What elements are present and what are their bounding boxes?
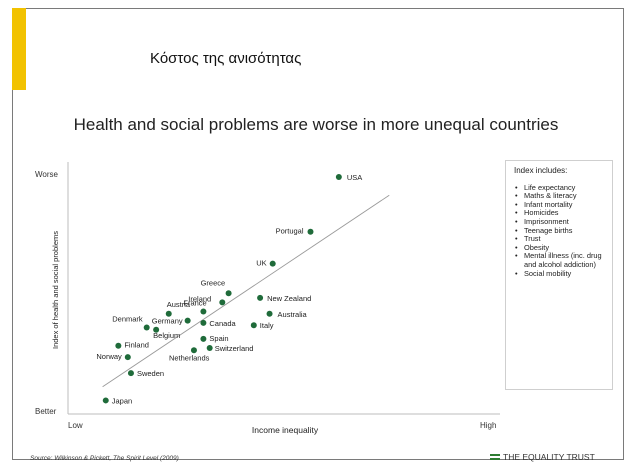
index-list: Life expectancyMaths & literacyInfant mo… (514, 183, 606, 279)
data-point-australia (266, 310, 273, 317)
point-label: Netherlands (169, 353, 210, 362)
data-point-denmark (143, 324, 150, 331)
point-label: Switzerland (215, 344, 254, 353)
data-point-spain (200, 335, 207, 342)
data-point-canada (200, 319, 207, 326)
index-item: Life expectancy (515, 183, 606, 193)
trend-line (102, 194, 390, 388)
slide-subtitle: Health and social problems are worse in … (73, 115, 559, 134)
slide-title: Κόστος της ανισότητας (150, 50, 302, 67)
index-item: Maths & literacy (515, 192, 606, 201)
point-label: USA (347, 173, 362, 182)
data-point-japan (102, 397, 109, 404)
data-point-usa (335, 174, 342, 180)
point-label: France (183, 299, 206, 308)
point-label: Finland (124, 341, 149, 350)
data-point-belgium (153, 326, 160, 333)
point-label: Germany (152, 317, 183, 326)
y-tick-low: Better (35, 407, 57, 416)
data-point-norway (124, 354, 131, 361)
data-point-switzerland (206, 345, 213, 351)
point-label: Belgium (153, 331, 180, 340)
data-point-finland (115, 342, 122, 349)
y-tick-high: Worse (35, 170, 59, 179)
point-label: New Zealand (267, 294, 311, 303)
data-point-italy (250, 322, 257, 329)
x-tick-low: Low (68, 421, 83, 430)
data-point-uk (269, 260, 276, 267)
point-label: Ireland (188, 294, 211, 303)
point-label: Austria (167, 300, 191, 309)
index-item: Trust (515, 235, 606, 244)
point-label: Australia (278, 310, 308, 319)
index-item: Homicides (515, 209, 606, 218)
index-item: Imprisonment (515, 217, 606, 227)
data-point-greece (225, 290, 232, 297)
index-heading: Index includes: (514, 166, 568, 175)
data-point-austria (165, 310, 172, 317)
data-point-ireland (219, 299, 226, 306)
data-point-sweden (127, 370, 134, 377)
index-item: Obesity (515, 243, 606, 253)
index-item: Social mobility (515, 269, 606, 279)
data-point-portugal (307, 228, 314, 235)
data-point-new-zealand (257, 294, 264, 301)
data-point-france (200, 308, 207, 315)
point-label: Portugal (276, 227, 304, 236)
brand-logo: THE EQUALITY TRUST (490, 452, 595, 462)
equals-icon (490, 454, 500, 460)
data-point-germany (184, 317, 191, 324)
point-label: Sweden (137, 369, 164, 378)
x-tick-high: High (480, 421, 496, 430)
index-item: Infant mortality (515, 200, 606, 210)
point-label: Canada (209, 319, 236, 328)
index-item: Teenage births (515, 226, 606, 236)
x-axis-label: Income inequality (252, 425, 319, 435)
point-label: UK (256, 259, 266, 268)
accent-bar (12, 8, 26, 90)
point-label: Spain (209, 334, 228, 343)
point-label: Norway (96, 352, 122, 361)
index-item: Mental illness (inc. drug and alcohol ad… (515, 251, 606, 269)
point-label: Greece (201, 278, 226, 287)
point-label: Japan (112, 396, 132, 405)
brand-name: THE EQUALITY TRUST (503, 452, 595, 462)
point-label: Denmark (112, 314, 143, 323)
source-caption: Source: Wilkinson & Pickett, The Spirit … (30, 455, 179, 462)
y-axis-label: Index of health and social problems (51, 231, 60, 349)
data-point-netherlands (190, 347, 197, 354)
index-legend-box: Index includes: Life expectancyMaths & l… (505, 160, 613, 390)
point-label: Italy (260, 321, 274, 330)
